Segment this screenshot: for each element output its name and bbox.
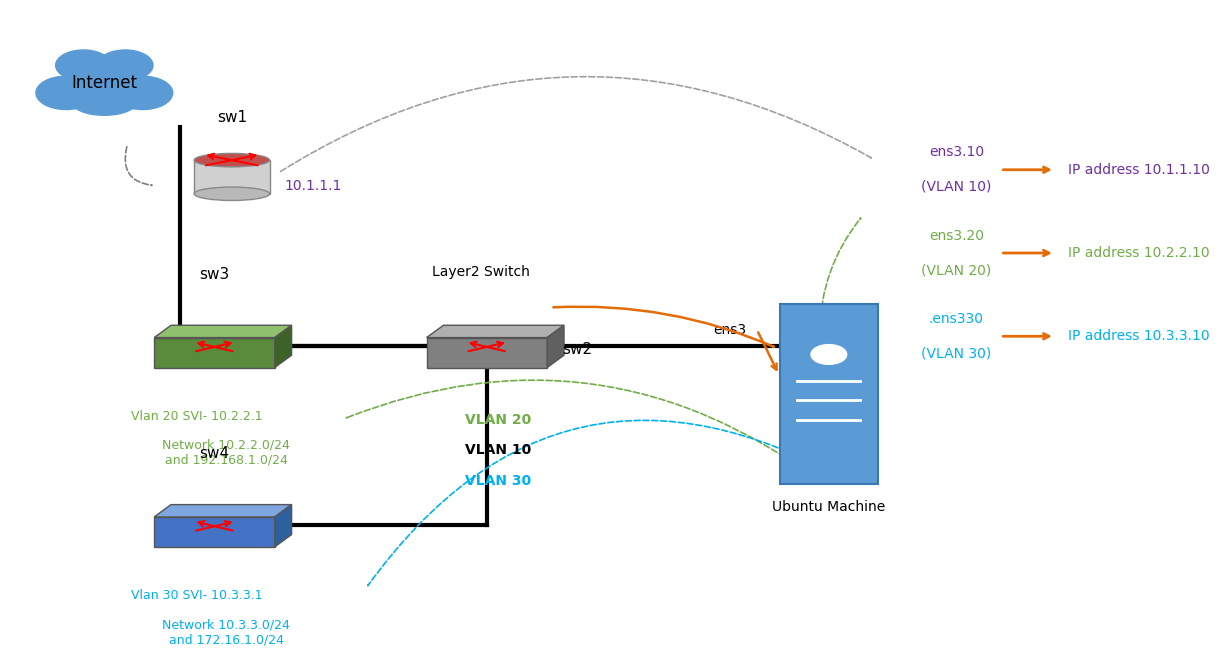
Ellipse shape <box>194 154 270 167</box>
Text: Vlan 20 SVI- 10.2.2.1: Vlan 20 SVI- 10.2.2.1 <box>131 410 262 423</box>
Text: Internet: Internet <box>71 74 137 92</box>
Text: (VLAN 20): (VLAN 20) <box>921 263 992 277</box>
Polygon shape <box>547 326 564 368</box>
Polygon shape <box>275 505 292 547</box>
Ellipse shape <box>97 50 153 81</box>
Text: Ubuntu Machine: Ubuntu Machine <box>772 499 885 514</box>
Text: Network 10.2.2.0/24
and 192.168.1.0/24: Network 10.2.2.0/24 and 192.168.1.0/24 <box>162 439 291 467</box>
Ellipse shape <box>36 76 96 109</box>
Text: IP address 10.1.1.10: IP address 10.1.1.10 <box>1068 163 1210 176</box>
Text: sw1: sw1 <box>217 110 246 125</box>
Text: Layer2 Switch: Layer2 Switch <box>432 265 530 279</box>
FancyArrowPatch shape <box>125 147 152 186</box>
Polygon shape <box>154 505 292 517</box>
FancyArrowPatch shape <box>368 421 850 585</box>
FancyArrowPatch shape <box>553 307 774 347</box>
Polygon shape <box>194 160 270 194</box>
Polygon shape <box>154 517 275 547</box>
Text: sw4: sw4 <box>200 446 229 461</box>
Polygon shape <box>427 338 547 368</box>
Ellipse shape <box>72 90 136 115</box>
Text: sw2: sw2 <box>563 342 592 357</box>
Text: IP address 10.2.2.10: IP address 10.2.2.10 <box>1068 246 1209 260</box>
Ellipse shape <box>55 50 112 81</box>
Text: ens3.20: ens3.20 <box>929 229 983 243</box>
Text: ens3: ens3 <box>712 323 747 337</box>
FancyArrowPatch shape <box>819 218 861 333</box>
Ellipse shape <box>63 57 146 103</box>
Polygon shape <box>427 326 564 338</box>
Text: sw3: sw3 <box>200 267 229 282</box>
Text: ens3.10: ens3.10 <box>929 145 984 159</box>
Text: .ens330: .ens330 <box>929 312 983 326</box>
FancyBboxPatch shape <box>780 304 878 484</box>
Circle shape <box>810 344 847 365</box>
Polygon shape <box>154 326 292 338</box>
Text: VLAN 10: VLAN 10 <box>466 443 532 457</box>
Text: Network 10.3.3.0/24
and 172.16.1.0/24: Network 10.3.3.0/24 and 172.16.1.0/24 <box>162 618 291 646</box>
Text: VLAN 20: VLAN 20 <box>466 413 532 426</box>
Text: IP address 10.3.3.10: IP address 10.3.3.10 <box>1068 329 1209 343</box>
Text: VLAN 30: VLAN 30 <box>466 474 532 488</box>
Polygon shape <box>154 338 275 368</box>
Text: (VLAN 30): (VLAN 30) <box>921 346 992 361</box>
Text: 10.1.1.1: 10.1.1.1 <box>284 179 341 193</box>
Ellipse shape <box>194 187 270 201</box>
Text: Vlan 30 SVI- 10.3.3.1: Vlan 30 SVI- 10.3.3.1 <box>131 589 262 602</box>
Ellipse shape <box>113 76 173 109</box>
FancyArrowPatch shape <box>281 77 872 171</box>
Text: (VLAN 10): (VLAN 10) <box>921 180 992 194</box>
Polygon shape <box>275 326 292 368</box>
FancyArrowPatch shape <box>346 380 820 482</box>
